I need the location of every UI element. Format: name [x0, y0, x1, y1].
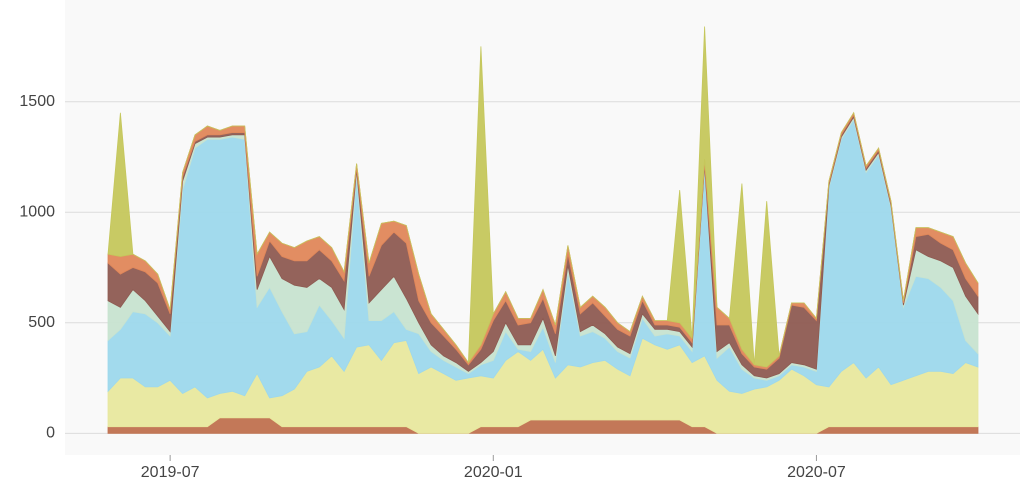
x-tick-label: 2020-07	[787, 464, 846, 481]
y-tick-label: 500	[28, 314, 55, 331]
x-tick-label: 2019-07	[141, 464, 200, 481]
area	[107, 26, 979, 368]
y-tick-label: 1000	[19, 203, 55, 220]
y-tick-label: 0	[46, 425, 55, 442]
x-tick-label: 2020-01	[464, 464, 523, 481]
y-tick-label: 1500	[19, 93, 55, 110]
